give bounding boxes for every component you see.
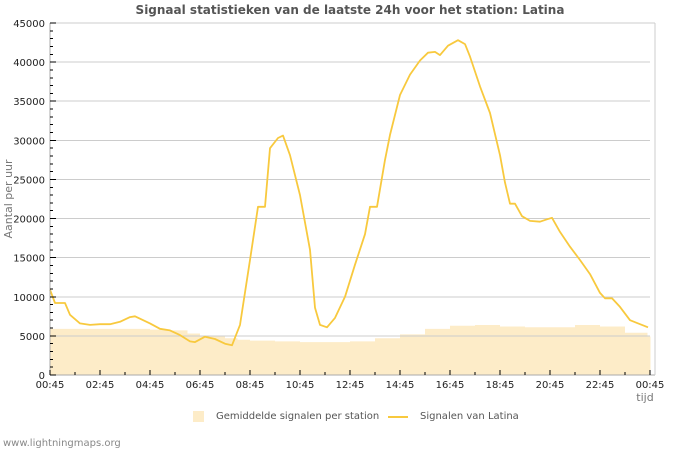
y-tick-label: 25000 bbox=[13, 175, 45, 186]
x-tick-label: 10:45 bbox=[286, 380, 315, 391]
y-tick-label: 45000 bbox=[13, 19, 45, 30]
y-tick-label: 35000 bbox=[13, 97, 45, 108]
x-tick-label: 18:45 bbox=[486, 380, 515, 391]
y-tick-label: 30000 bbox=[13, 136, 45, 147]
area-swatch-icon bbox=[193, 411, 204, 422]
y-tick-label: 10000 bbox=[13, 293, 45, 304]
y-tick-label: 15000 bbox=[13, 254, 45, 265]
legend-label-station: Signalen van Latina bbox=[420, 411, 519, 422]
footer-credit: www.lightningmaps.org bbox=[3, 438, 121, 449]
legend-item-station[interactable]: Signalen van Latina bbox=[388, 411, 519, 422]
y-tick-label: 0 bbox=[39, 371, 45, 382]
average-signals-area bbox=[50, 324, 651, 375]
y-tick-label: 5000 bbox=[20, 332, 45, 343]
x-axis-title: tijd bbox=[636, 391, 653, 404]
x-tick-label: 02:45 bbox=[86, 380, 115, 391]
legend: Gemiddelde signalen per station Signalen… bbox=[0, 411, 700, 427]
legend-item-average[interactable]: Gemiddelde signalen per station bbox=[193, 411, 379, 422]
station-signals-line bbox=[49, 39, 649, 347]
line-swatch-icon bbox=[388, 415, 408, 418]
x-tick-label: 00:45 bbox=[636, 380, 665, 391]
x-tick-label: 06:45 bbox=[186, 380, 215, 391]
x-tick-label: 20:45 bbox=[536, 380, 565, 391]
x-tick-label: 12:45 bbox=[336, 380, 365, 391]
x-tick-label: 22:45 bbox=[586, 380, 615, 391]
x-tick-label: 00:45 bbox=[36, 380, 65, 391]
axis-labels: 0 5000 10000 15000 20000 25000 30000 35000 40000… bbox=[2, 19, 664, 404]
x-tick-label: 16:45 bbox=[436, 380, 465, 391]
legend-label-average: Gemiddelde signalen per station bbox=[216, 411, 380, 422]
y-axis-title: Aantal per uur bbox=[2, 159, 15, 239]
y-tick-label: 20000 bbox=[13, 215, 45, 226]
x-tick-label: 14:45 bbox=[386, 380, 415, 391]
chart-title: Signaal statistieken van de laatste 24h … bbox=[135, 3, 565, 17]
x-tick-label: 04:45 bbox=[136, 380, 165, 391]
axes bbox=[49, 22, 656, 376]
grid-lines bbox=[50, 22, 650, 337]
x-tick-label: 08:45 bbox=[236, 380, 265, 391]
y-tick-label: 40000 bbox=[13, 58, 45, 69]
